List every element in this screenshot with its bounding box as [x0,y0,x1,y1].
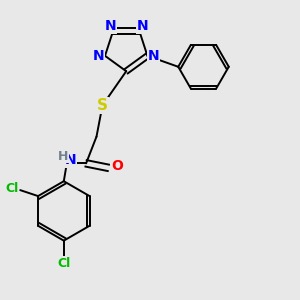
Text: Cl: Cl [57,257,70,270]
Text: N: N [65,153,76,167]
Text: N: N [148,49,160,63]
Text: N: N [136,20,148,34]
Text: N: N [104,20,116,34]
Text: Cl: Cl [5,182,19,195]
Text: H: H [58,150,68,163]
Text: O: O [111,159,123,173]
Text: N: N [93,49,104,63]
Text: S: S [97,98,108,113]
